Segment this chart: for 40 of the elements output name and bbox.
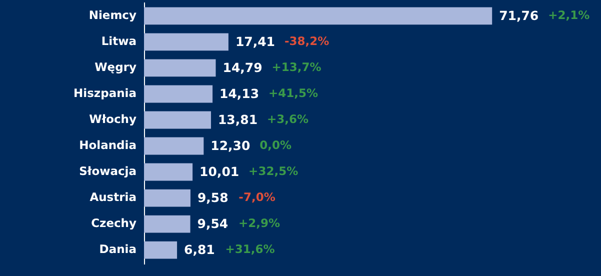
data-label: 17,41 [235, 34, 275, 49]
data-label: 10,01 [200, 164, 240, 180]
y-tick-label: Hiszpania [74, 86, 136, 100]
y-tick-label: Dania [99, 242, 136, 256]
annotation: +13,7% [272, 60, 322, 74]
annotation: +41,5% [268, 86, 319, 100]
y-tick-label: Litwa [101, 34, 136, 48]
bar [144, 111, 211, 129]
y-tick-label: Niemcy [88, 8, 137, 22]
bar [144, 7, 492, 25]
bar [144, 137, 204, 155]
y-tick-label: Słowacja [79, 164, 136, 178]
data-label: 71,76 [499, 8, 539, 23]
bar [144, 241, 178, 259]
y-tick-label: Czechy [91, 216, 137, 230]
data-label: 14,79 [222, 60, 262, 75]
y-tick-label: Austria [90, 190, 136, 204]
annotation: +2,9% [238, 216, 280, 230]
y-tick-label: Węgry [94, 60, 137, 74]
data-label: 12,30 [210, 138, 251, 154]
annotation: +32,5% [248, 164, 299, 178]
data-label: 9,58 [197, 190, 228, 206]
annotation: +31,6% [225, 242, 276, 256]
data-label: 13,81 [218, 112, 258, 127]
y-tick-label: Włochy [89, 112, 137, 126]
annotation: +3,6% [266, 112, 309, 126]
bar [144, 59, 216, 77]
bar [144, 85, 213, 103]
data-label: 9,54 [197, 216, 228, 232]
annotation: -7,0% [238, 190, 276, 204]
annotation: 0,0% [260, 138, 292, 152]
data-label: 14,13 [220, 86, 260, 101]
bar [144, 163, 193, 181]
annotation: -38,2% [284, 34, 330, 48]
y-tick-label: Holandia [79, 138, 136, 152]
bar [144, 33, 228, 51]
bar [144, 215, 190, 233]
text: +2,1% [548, 8, 590, 22]
bar [144, 189, 190, 207]
data-label: 6,81 [184, 242, 215, 258]
